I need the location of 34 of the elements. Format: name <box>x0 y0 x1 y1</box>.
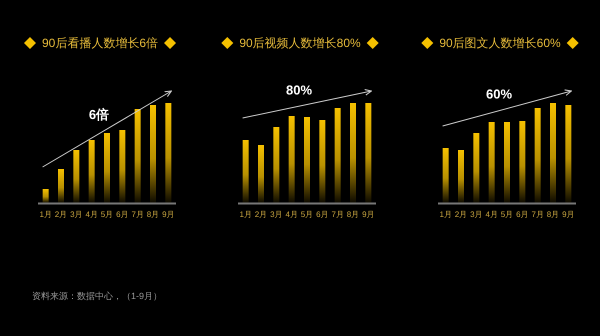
x-tick-label: 9月 <box>162 210 175 219</box>
x-tick-label: 7月 <box>331 210 344 219</box>
x-tick-label: 1月 <box>239 210 252 219</box>
x-tick-label: 6月 <box>516 210 529 219</box>
x-tick-label: 8月 <box>546 210 560 219</box>
text: 80% <box>286 82 312 98</box>
x-tick-label: 2月 <box>54 210 68 219</box>
chart-title: 90后图文人数增长60% <box>439 36 562 50</box>
x-tick-label: 3月 <box>70 210 83 219</box>
x-tick-label: 1月 <box>439 210 452 219</box>
x-tick-label: 2月 <box>254 210 268 219</box>
x-tick-label: 4月 <box>485 210 498 219</box>
x-tick-label: 6月 <box>116 210 129 219</box>
chart-title: 90后看播人数增长6倍 <box>42 36 158 50</box>
x-tick-label: 2月 <box>454 210 468 219</box>
text: 60% <box>486 86 512 102</box>
x-tick-label: 8月 <box>146 210 160 219</box>
annotation: 6倍 <box>88 107 110 122</box>
x-tick-label: 8月 <box>346 210 360 219</box>
x-tick-label: 9月 <box>362 210 375 219</box>
x-tick-label: 5月 <box>300 210 314 219</box>
x-tick-label: 7月 <box>131 210 144 219</box>
x-tick-label: 4月 <box>85 210 98 219</box>
x-tick-label: 6月 <box>316 210 329 219</box>
x-tick-label: 5月 <box>100 210 114 219</box>
x-tick-label: 1月 <box>39 210 52 219</box>
x-tick-label: 3月 <box>270 210 283 219</box>
x-tick-label: 3月 <box>470 210 483 219</box>
x-tick-label: 7月 <box>531 210 544 219</box>
chart-title: 90后视频人数增长80% <box>239 36 362 50</box>
x-tick-label: 9月 <box>562 210 575 219</box>
x-tick-label: 4月 <box>285 210 298 219</box>
x-tick-label: 5月 <box>500 210 514 219</box>
note: 资料来源：数据中心，（1-9月） <box>32 291 162 301</box>
